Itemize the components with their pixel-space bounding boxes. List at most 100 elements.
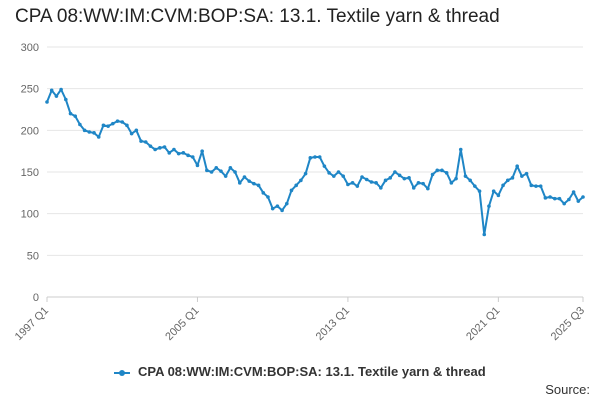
- data-point[interactable]: [176, 151, 181, 156]
- data-point[interactable]: [360, 175, 364, 179]
- data-point[interactable]: [496, 193, 501, 198]
- legend[interactable]: CPA 08:WW:IM:CVM:BOP:SA: 13.1. Textile y…: [0, 364, 600, 379]
- data-point[interactable]: [430, 172, 435, 177]
- data-point[interactable]: [411, 186, 416, 190]
- data-point[interactable]: [162, 145, 167, 149]
- data-point[interactable]: [397, 173, 402, 178]
- data-point[interactable]: [111, 121, 115, 126]
- data-point[interactable]: [534, 184, 538, 188]
- data-point[interactable]: [280, 208, 284, 213]
- data-point[interactable]: [515, 164, 519, 168]
- data-point[interactable]: [327, 171, 331, 175]
- data-point[interactable]: [68, 111, 73, 116]
- data-point[interactable]: [242, 175, 247, 179]
- data-point[interactable]: [454, 176, 458, 181]
- data-point[interactable]: [487, 204, 491, 208]
- data-point[interactable]: [571, 190, 576, 194]
- data-point[interactable]: [54, 94, 59, 98]
- data-point[interactable]: [64, 97, 68, 102]
- data-point[interactable]: [529, 183, 534, 188]
- data-point[interactable]: [505, 178, 510, 183]
- data-point[interactable]: [209, 170, 214, 174]
- data-point[interactable]: [252, 181, 256, 186]
- data-point[interactable]: [78, 122, 82, 127]
- data-point[interactable]: [223, 174, 228, 178]
- data-point[interactable]: [261, 191, 266, 195]
- data-point[interactable]: [289, 188, 294, 193]
- data-point[interactable]: [562, 201, 566, 206]
- data-point[interactable]: [444, 171, 449, 175]
- data-point[interactable]: [299, 178, 303, 183]
- data-point[interactable]: [219, 169, 223, 173]
- data-point[interactable]: [205, 168, 209, 173]
- data-point[interactable]: [284, 201, 289, 206]
- data-point[interactable]: [350, 181, 355, 185]
- data-point[interactable]: [435, 168, 440, 173]
- data-point[interactable]: [567, 197, 571, 202]
- data-point[interactable]: [477, 189, 482, 193]
- data-point[interactable]: [134, 128, 139, 133]
- data-point[interactable]: [59, 87, 63, 92]
- data-point[interactable]: [82, 128, 87, 133]
- data-point[interactable]: [473, 184, 477, 188]
- data-point[interactable]: [125, 123, 129, 128]
- data-point[interactable]: [383, 178, 388, 183]
- data-point[interactable]: [426, 186, 430, 191]
- data-point[interactable]: [181, 151, 186, 155]
- data-point[interactable]: [520, 174, 524, 178]
- data-point[interactable]: [341, 174, 346, 178]
- data-point[interactable]: [322, 164, 327, 168]
- data-point[interactable]: [407, 176, 411, 180]
- data-point[interactable]: [214, 166, 219, 170]
- data-point[interactable]: [101, 123, 106, 128]
- data-point[interactable]: [87, 130, 92, 134]
- data-point[interactable]: [317, 155, 322, 159]
- data-point[interactable]: [247, 179, 251, 183]
- data-point[interactable]: [538, 184, 543, 188]
- data-point[interactable]: [186, 153, 190, 158]
- data-point[interactable]: [491, 189, 496, 193]
- data-point[interactable]: [195, 163, 200, 168]
- data-point[interactable]: [468, 178, 472, 183]
- data-point[interactable]: [256, 183, 261, 188]
- data-point[interactable]: [416, 181, 421, 185]
- data-point[interactable]: [158, 146, 162, 150]
- data-point[interactable]: [449, 181, 454, 185]
- data-point[interactable]: [374, 181, 378, 185]
- data-point[interactable]: [463, 174, 468, 178]
- data-point[interactable]: [421, 181, 425, 186]
- data-point[interactable]: [548, 195, 552, 199]
- data-point[interactable]: [275, 204, 280, 208]
- data-point[interactable]: [379, 186, 383, 190]
- data-point[interactable]: [557, 196, 562, 201]
- data-point[interactable]: [501, 183, 505, 188]
- data-point[interactable]: [440, 168, 444, 173]
- data-point[interactable]: [115, 119, 120, 123]
- data-point[interactable]: [308, 156, 313, 160]
- data-point[interactable]: [364, 177, 369, 182]
- data-point[interactable]: [270, 206, 275, 211]
- data-point[interactable]: [552, 196, 557, 201]
- data-point[interactable]: [172, 147, 176, 152]
- data-point[interactable]: [346, 182, 350, 187]
- data-point[interactable]: [167, 151, 172, 155]
- data-point[interactable]: [369, 180, 374, 184]
- data-point[interactable]: [139, 139, 143, 143]
- data-point[interactable]: [581, 195, 585, 199]
- data-point[interactable]: [228, 166, 233, 170]
- data-point[interactable]: [402, 176, 407, 181]
- data-point[interactable]: [73, 114, 78, 118]
- data-point[interactable]: [266, 195, 270, 199]
- data-point[interactable]: [45, 100, 49, 104]
- data-point[interactable]: [576, 199, 581, 203]
- data-point[interactable]: [143, 140, 148, 144]
- data-point[interactable]: [200, 149, 204, 153]
- data-point[interactable]: [49, 88, 54, 93]
- data-point[interactable]: [332, 174, 336, 178]
- data-point[interactable]: [336, 170, 341, 174]
- data-point[interactable]: [313, 155, 317, 159]
- data-point[interactable]: [524, 171, 529, 176]
- data-point[interactable]: [120, 120, 125, 124]
- data-point[interactable]: [148, 144, 153, 148]
- data-point[interactable]: [190, 155, 195, 159]
